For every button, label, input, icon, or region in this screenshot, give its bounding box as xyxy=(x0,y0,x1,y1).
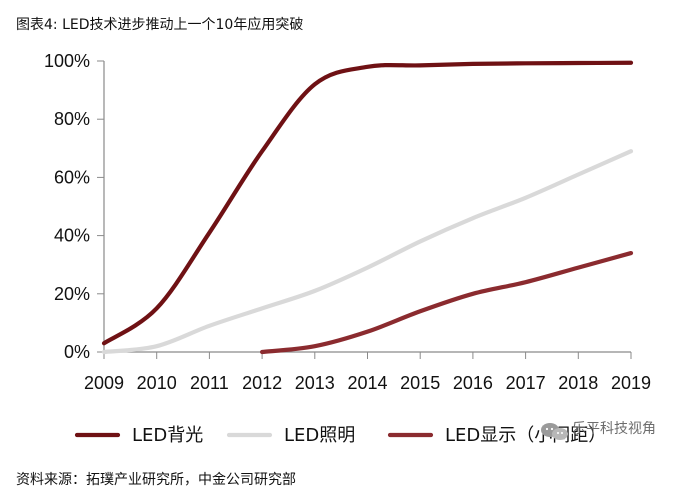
x-tick-label: 2019 xyxy=(611,373,651,393)
x-tick-label: 2014 xyxy=(347,373,387,393)
watermark-text: 乐平科技视角 xyxy=(572,421,656,437)
y-tick-label: 100% xyxy=(44,51,90,71)
plot-layer: 0% 20% 40% 60% 80% 100% 2009 2010 2011 2012 2013 20… xyxy=(44,51,651,393)
series-line-2 xyxy=(101,149,634,355)
chart-title: 图表4: LED技术进步推动上一个10年应用突破 xyxy=(16,16,303,33)
legend-label-1: LED背光 xyxy=(132,425,203,446)
x-tick-label: 2010 xyxy=(137,373,177,393)
x-tick-label: 2017 xyxy=(506,373,546,393)
y-tick-label: 60% xyxy=(54,167,90,187)
y-tick-label: 40% xyxy=(54,226,90,246)
x-tick-label: 2018 xyxy=(558,373,598,393)
x-tick-label: 2015 xyxy=(400,373,440,393)
x-tick-label: 2012 xyxy=(242,373,282,393)
x-tick-label: 2011 xyxy=(190,373,229,393)
wechat-icon xyxy=(541,423,568,440)
x-tick-label: 2013 xyxy=(295,373,335,393)
legend-layer: LED背光 LED照明 LED显示（小间距） xyxy=(74,425,606,446)
legend-label-2: LED照明 xyxy=(284,425,355,446)
y-tick-label: 80% xyxy=(54,109,90,129)
x-tick-label: 2016 xyxy=(453,373,493,393)
y-tick-label: 20% xyxy=(54,284,90,304)
source-text: 资料来源：拓璞产业研究所，中金公司研究部 xyxy=(16,472,296,488)
series-line-1 xyxy=(101,60,634,346)
watermark: 乐平科技视角 xyxy=(541,421,656,440)
y-tick-label: 0% xyxy=(64,342,90,362)
x-tick-label: 2009 xyxy=(84,373,124,393)
series-line-3 xyxy=(260,250,634,355)
